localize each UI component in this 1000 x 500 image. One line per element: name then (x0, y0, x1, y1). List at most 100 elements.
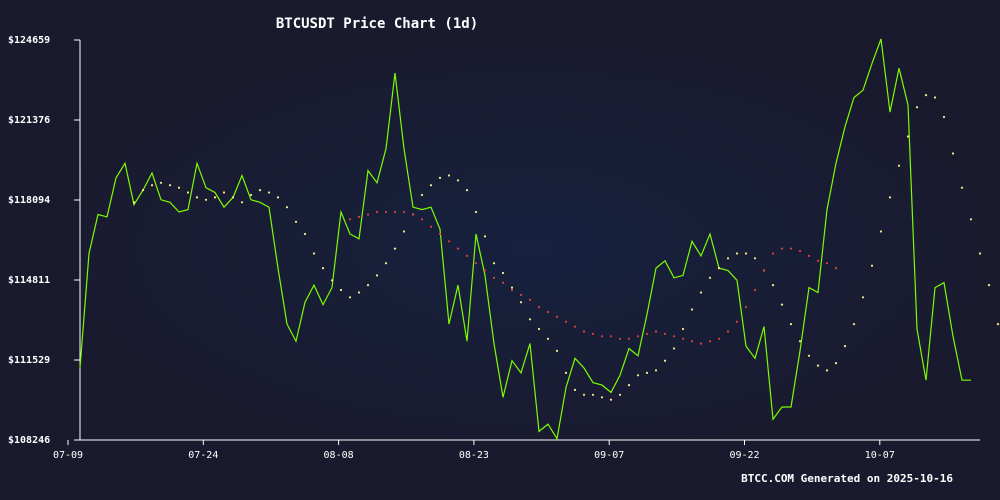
ma_short-point (474, 210, 478, 214)
ma_short-point (393, 247, 397, 250)
ma_long-point (609, 335, 613, 338)
ma_long-point (636, 335, 640, 338)
ma_long-point (744, 306, 748, 309)
ma_short-point (591, 393, 595, 396)
ma_short-point (339, 288, 343, 292)
ma_short-point (879, 230, 883, 233)
ma_long-point (690, 340, 694, 343)
ma_short-point (258, 189, 262, 192)
ma_long-point (348, 218, 352, 221)
ma_short-point (969, 218, 973, 221)
ma_short-point (384, 262, 388, 265)
ma_short-point (735, 252, 739, 255)
ma_short-point (816, 364, 820, 367)
ma_long-point (528, 298, 532, 301)
x-tick-label: 08-23 (459, 450, 489, 461)
ma_short-point (582, 393, 586, 396)
ma_short-point (861, 296, 865, 299)
y-tick-label: $114811 (8, 275, 50, 286)
ma_short-point (330, 279, 334, 282)
ma_long-point (582, 330, 586, 333)
ma_short-point (267, 191, 271, 194)
ma_long-point (366, 213, 370, 216)
y-tick-label: $118094 (8, 195, 50, 206)
ma_long-point (483, 269, 487, 272)
chart-title: BTCUSDT Price Chart (1d) (276, 16, 478, 32)
ma_long-point (510, 288, 514, 292)
ma_long-point (780, 247, 784, 250)
ma_short-point (429, 184, 433, 187)
ma_short-point (537, 327, 541, 331)
ma_short-point (447, 174, 451, 177)
ma_short-point (996, 323, 1000, 326)
plot-area-background (80, 40, 980, 440)
ma_long-point (645, 332, 649, 335)
ma_short-point (609, 398, 613, 401)
ma_short-point (303, 232, 307, 236)
ma_short-point (951, 152, 955, 155)
ma_short-point (798, 340, 802, 343)
ma_short-point (483, 235, 487, 238)
ma_short-point (294, 220, 298, 223)
ma_short-point (312, 252, 316, 255)
ma_short-point (438, 176, 442, 179)
ma_long-point (474, 262, 478, 265)
ma_long-point (384, 210, 388, 214)
ma_short-point (915, 106, 919, 109)
ma_short-point (663, 359, 667, 362)
ma_long-point (618, 337, 622, 340)
ma_short-point (942, 115, 946, 119)
chart-footer: BTCC.COM Generated on 2025-10-16 (741, 472, 953, 485)
ma_short-point (195, 196, 199, 199)
ma_long-point (834, 267, 838, 270)
ma_short-point (501, 271, 505, 275)
ma_long-point (663, 332, 667, 335)
series-layer (79, 38, 1000, 441)
ma_short-point (618, 393, 622, 396)
ma_short-point (771, 284, 775, 287)
ma_short-point (168, 184, 172, 187)
ma_short-point (564, 371, 568, 374)
ma_long-point (465, 254, 469, 257)
ma_short-point (492, 262, 496, 265)
ma_long-point (429, 225, 433, 228)
ma_long-point (357, 215, 361, 218)
ma_short-point (726, 257, 730, 260)
ma_short-point (825, 369, 829, 372)
ma_short-point (519, 301, 523, 304)
ma_long-point (798, 249, 802, 253)
ma_long-point (402, 210, 406, 214)
ma_short-point (132, 201, 136, 204)
ma_long-point (762, 269, 766, 272)
ma_short-point (654, 369, 658, 372)
y-tick-label: $124659 (8, 35, 50, 46)
ma_short-point (807, 354, 811, 357)
ma_long-point (375, 210, 379, 214)
ma_short-point (420, 193, 424, 197)
ma_short-point (627, 384, 631, 387)
ma_short-point (177, 186, 181, 189)
ma_short-point (402, 230, 406, 233)
ma_long-point (591, 332, 595, 335)
ma_long-point (600, 335, 604, 338)
ma_short-point (240, 201, 244, 204)
ma_short-point (528, 318, 532, 321)
ma_long-point (825, 262, 829, 265)
ma_short-point (222, 191, 226, 194)
ma_short-point (573, 388, 577, 391)
ma_short-point (906, 135, 910, 138)
ma_long-point (537, 306, 541, 309)
ma_long-point (726, 330, 730, 333)
ma_short-point (141, 189, 145, 192)
ma_short-point (933, 96, 937, 99)
ma_short-point (924, 94, 928, 97)
price-line (79, 38, 971, 441)
ma_long-point (555, 315, 559, 318)
ma_short-point (231, 196, 235, 199)
ma_short-point (159, 181, 163, 184)
ma_long-point (699, 342, 703, 345)
ma_long-point (654, 330, 658, 333)
ma_short-point (186, 191, 190, 194)
ma_short-point (546, 337, 550, 340)
